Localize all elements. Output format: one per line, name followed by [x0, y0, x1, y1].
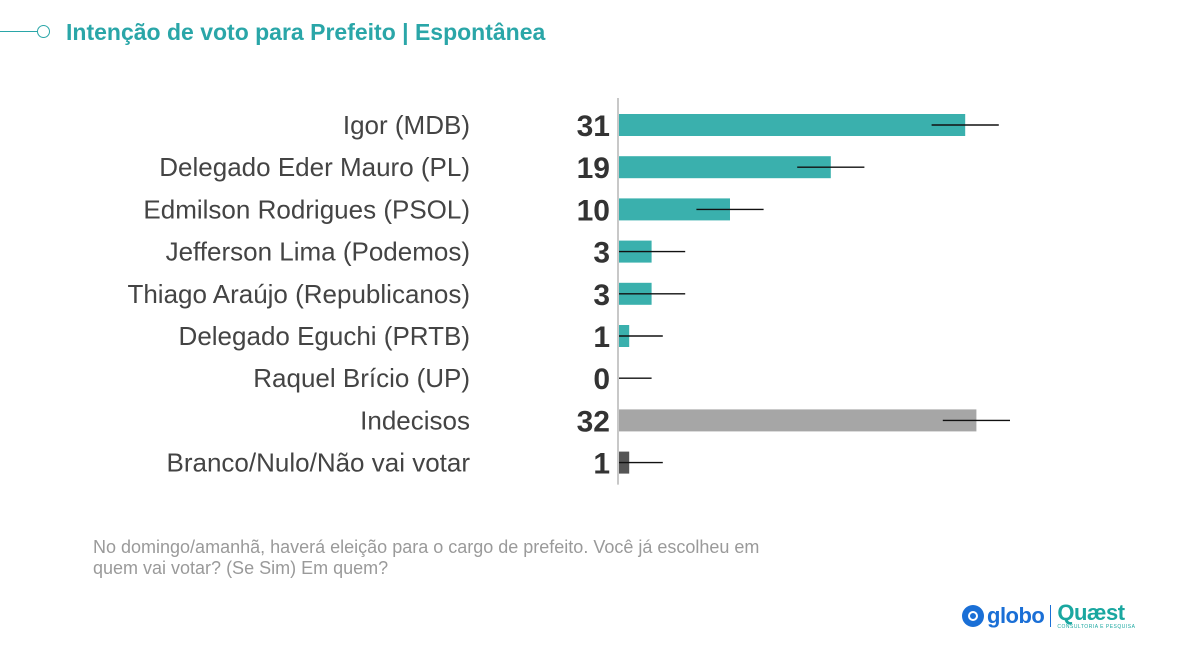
value-label: 10	[577, 194, 610, 227]
globo-logo-icon	[962, 605, 984, 627]
value-label: 32	[577, 405, 610, 438]
title-decoration-line	[0, 31, 38, 32]
value-label: 19	[577, 152, 610, 185]
quaest-logo: Quæst CONSULTORIA E PESQUISA	[1057, 599, 1136, 631]
chart-title: Intenção de voto para Prefeito | Espontâ…	[66, 19, 546, 45]
category-label: Branco/Nulo/Não vai votar	[167, 448, 471, 478]
quaest-logo-subtitle: CONSULTORIA E PESQUISA	[1057, 623, 1136, 630]
category-label: Thiago Araújo (Republicanos)	[127, 279, 470, 309]
value-label: 1	[593, 448, 610, 481]
value-label: 3	[593, 237, 610, 270]
category-label: Raquel Brício (UP)	[253, 363, 470, 393]
quaest-logo-text: Quæst	[1057, 599, 1125, 625]
bar	[618, 409, 977, 432]
logo-separator	[1050, 605, 1052, 627]
survey-question: No domingo/amanhã, haverá eleição para o…	[93, 537, 760, 578]
value-label: 1	[593, 321, 610, 354]
bar	[618, 114, 966, 136]
category-label: Delegado Eguchi (PRTB)	[179, 321, 470, 351]
category-label: Delegado Eder Mauro (PL)	[159, 152, 470, 182]
value-label: 31	[577, 110, 610, 143]
globo-logo-text: globo	[987, 603, 1045, 628]
category-label: Jefferson Lima (Podemos)	[166, 237, 470, 267]
logo-group: globo Quæst CONSULTORIA E PESQUISA	[962, 598, 1135, 634]
category-label: Edmilson Rodrigues (PSOL)	[143, 194, 470, 224]
category-label: Indecisos	[360, 405, 470, 435]
bar	[618, 198, 730, 221]
bar	[618, 156, 831, 179]
value-label: 0	[593, 363, 610, 396]
value-label: 3	[593, 279, 610, 312]
category-label: Igor (MDB)	[343, 110, 470, 140]
title-decoration-circle	[37, 25, 50, 38]
